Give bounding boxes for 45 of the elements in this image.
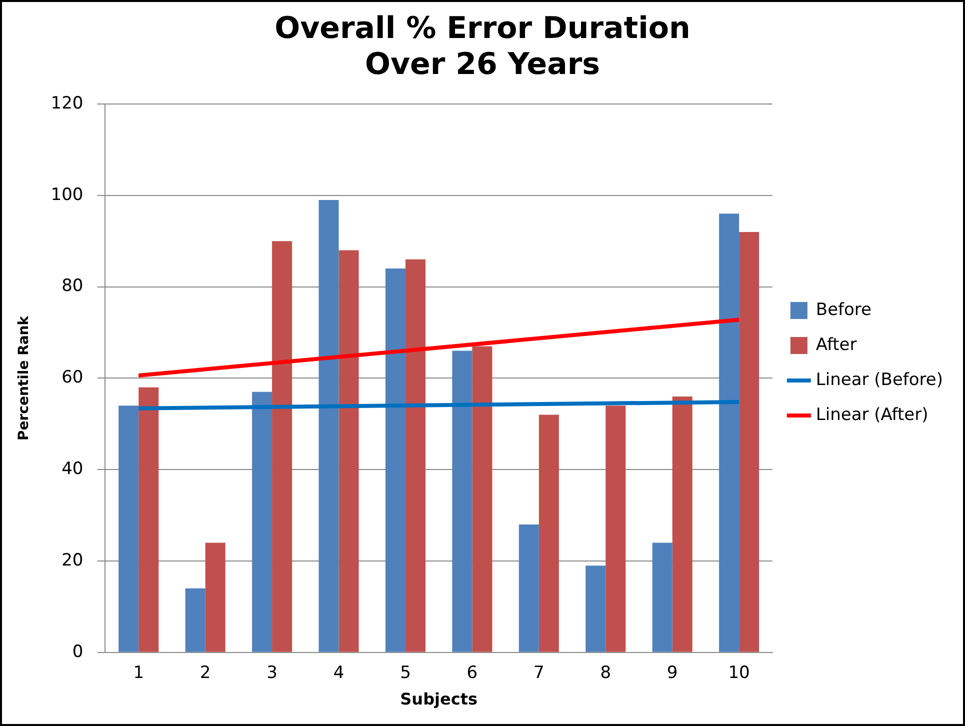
- bar: [739, 232, 760, 652]
- bar: [652, 542, 672, 652]
- bar: [405, 259, 426, 652]
- x-tick-label: 9: [666, 663, 678, 684]
- y-tick-label: 120: [50, 93, 84, 114]
- bar: [138, 387, 159, 652]
- y-tick-label: 60: [62, 368, 84, 388]
- bar: [538, 414, 559, 652]
- y-tick-label: 40: [62, 459, 84, 480]
- legend-label: Before: [816, 300, 872, 320]
- bar: [252, 392, 272, 652]
- bar: [338, 250, 359, 652]
- bar: [518, 524, 539, 652]
- text: Over 26 Years: [364, 46, 600, 82]
- x-tick-label: 6: [466, 663, 478, 684]
- bar: [385, 268, 406, 652]
- x-tick-label: 1: [133, 663, 144, 684]
- bar: [472, 346, 492, 652]
- bar: [318, 200, 339, 652]
- bar: [205, 542, 226, 652]
- text: Overall % Error Duration: [274, 10, 690, 46]
- bar: [606, 406, 626, 652]
- bar: [719, 214, 740, 652]
- bar: [672, 396, 692, 652]
- legend-label: After: [816, 334, 857, 355]
- x-tick-label: 3: [266, 663, 278, 684]
- bar: [586, 566, 606, 652]
- legend-label: Linear (After): [816, 404, 928, 425]
- x-tick-label: 10: [728, 663, 750, 684]
- x-tick-label: 8: [600, 663, 612, 684]
- bar: [185, 588, 206, 652]
- x-tick-label: 4: [333, 663, 344, 684]
- bar: [272, 241, 292, 652]
- x-tick-label: 5: [400, 663, 411, 684]
- bar: [118, 406, 139, 652]
- y-tick-label: 20: [62, 550, 84, 570]
- x-tick-label: 2: [200, 663, 211, 684]
- x-tick-label: 7: [533, 663, 544, 684]
- y-axis-title: Percentile Rank: [16, 315, 32, 440]
- x-axis-title: Subjects: [400, 690, 478, 709]
- y-tick-label: 0: [72, 642, 84, 662]
- y-tick-label: 100: [50, 184, 84, 205]
- bar: [452, 350, 472, 652]
- y-tick-label: 80: [62, 276, 84, 296]
- legend-label: Linear (Before): [816, 370, 944, 390]
